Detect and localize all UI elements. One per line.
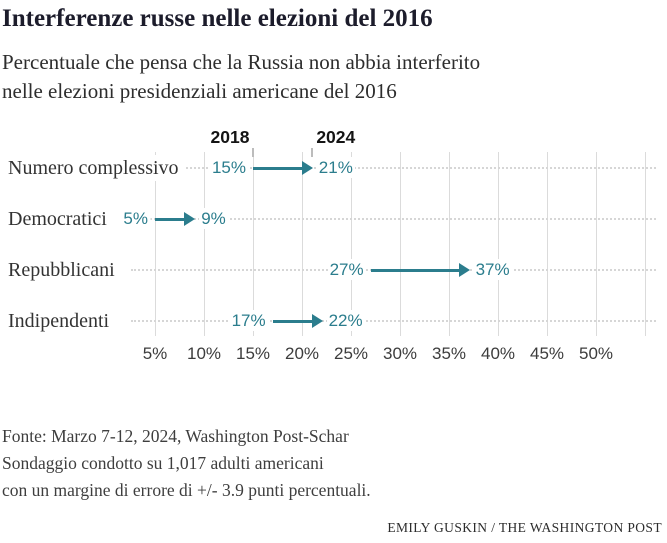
axis-tick-mark <box>310 148 313 157</box>
value-label-2018: 27% <box>327 259 366 280</box>
arrow-line <box>155 217 187 221</box>
chart-subtitle-line-1: Percentuale che pensa che la Russia non … <box>2 50 481 74</box>
x-axis-tick-label: 10% <box>186 344 222 363</box>
arrow-head-icon <box>301 161 313 175</box>
row-label: Numero complessivo <box>8 155 185 181</box>
gridline <box>449 152 450 336</box>
column-header-2024: 2024 <box>316 127 356 147</box>
row-dotted-line <box>131 167 656 169</box>
gridline <box>253 152 254 336</box>
arrow-head-icon <box>311 314 323 328</box>
x-axis-tick-label: 5% <box>142 344 168 363</box>
gridline <box>547 152 548 336</box>
value-label-2018: 5% <box>121 208 150 229</box>
trend-arrow <box>370 263 470 277</box>
source-line-3: con un margine di errore di +/- 3.9 punt… <box>2 480 371 500</box>
x-axis-tick-label: 30% <box>382 344 418 363</box>
value-label-2024: 22% <box>326 310 365 331</box>
arrow-head-icon <box>184 212 196 226</box>
row-label: Indipendenti <box>8 308 116 334</box>
gridline <box>498 152 499 336</box>
value-label-2018: 17% <box>229 310 268 331</box>
axis-tick-mark <box>252 148 254 157</box>
arrow-line <box>272 319 314 323</box>
gridline <box>302 152 303 336</box>
trend-arrow <box>253 161 313 175</box>
value-label-2024: 21% <box>316 157 355 178</box>
source-line-1: Fonte: Marzo 7-12, 2024, Washington Post… <box>2 426 349 446</box>
row-label: Democratici <box>8 206 113 232</box>
x-axis-tick-label: 35% <box>431 344 467 363</box>
trend-arrow <box>272 314 323 328</box>
value-label-2024: 37% <box>473 259 512 280</box>
value-label-2024: 9% <box>199 208 228 229</box>
chart-subtitle-line-2: nelle elezioni presidenziali americane d… <box>2 79 397 103</box>
column-header-2018: 2018 <box>210 127 250 147</box>
gridline <box>351 152 352 336</box>
arrow-line <box>370 268 461 272</box>
row-dotted-line <box>131 320 656 322</box>
trend-arrow <box>155 212 196 226</box>
x-axis-tick-label: 50% <box>578 344 614 363</box>
x-axis-tick-label: 45% <box>529 344 565 363</box>
source-line-2: Sondaggio condotto su 1,017 adulti ameri… <box>2 453 324 473</box>
row-dotted-line <box>131 218 656 220</box>
gridline <box>596 152 597 336</box>
gridline <box>204 152 205 336</box>
gridline <box>155 152 156 336</box>
gridline <box>645 152 646 336</box>
x-axis-tick-label: 40% <box>480 344 516 363</box>
arrow-head-icon <box>458 263 470 277</box>
arrow-line <box>253 166 304 170</box>
row-label: Repubblicani <box>8 257 121 283</box>
x-axis-tick-label: 25% <box>333 344 369 363</box>
value-label-2018: 15% <box>209 157 248 178</box>
byline-credit: EMILY GUSKIN / THE WASHINGTON POST <box>387 520 662 535</box>
x-axis-tick-label: 20% <box>284 344 320 363</box>
gridline <box>400 152 401 336</box>
x-axis-tick-label: 15% <box>235 344 271 363</box>
chart-title: Interferenze russe nelle elezioni del 20… <box>2 5 433 32</box>
